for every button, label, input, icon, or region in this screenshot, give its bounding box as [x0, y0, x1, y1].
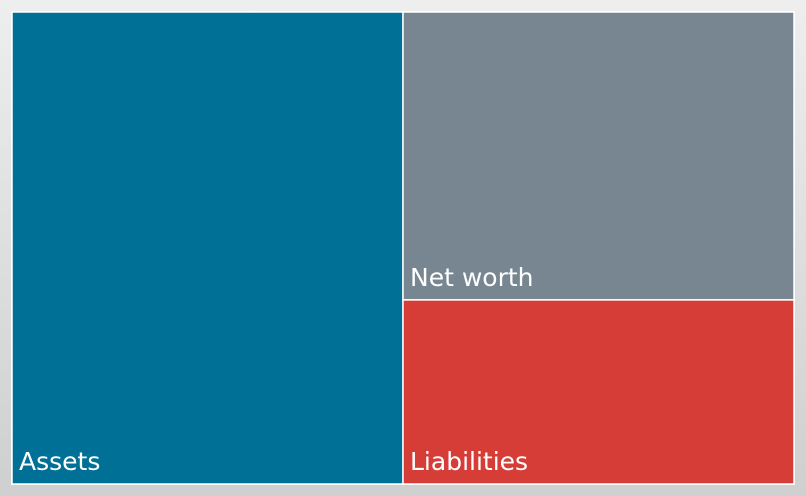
treemap-cell [11, 11, 404, 485]
cell-label: Assets [19, 447, 100, 476]
treemap-cell [402, 299, 795, 485]
treemap-cell [402, 11, 795, 301]
cell-label: Net worth [410, 263, 534, 292]
cell-label: Liabilities [410, 447, 528, 476]
